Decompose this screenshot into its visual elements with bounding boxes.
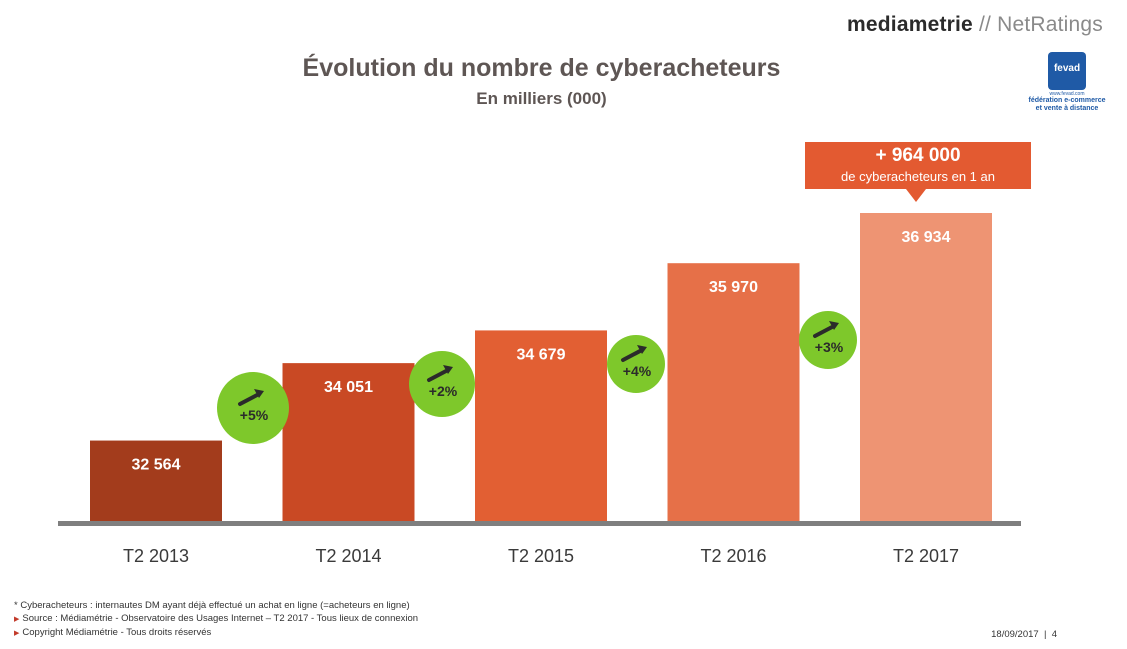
up-arrow-icon [813,324,836,338]
arrow-head-icon [637,345,647,354]
x-tick-label: T2 2013 [123,546,189,566]
up-arrow-icon [238,392,261,406]
bar-2 [282,363,415,522]
arrow-head-icon [254,389,264,398]
brand-name: mediametrie [847,13,973,36]
bar-value-label: 35 970 [709,279,758,296]
fevad-logo: fevad www.fevad.com fédération e-commerc… [1021,52,1106,118]
page-separator: | [1043,629,1047,640]
fevad-caption: fédération e-commerce et vente à distanc… [1017,97,1117,113]
bar-3 [475,330,607,522]
growth-badge [607,335,665,393]
brand-product: NetRatings [997,13,1103,36]
bar-1 [90,440,222,522]
footnote-source: Source : Médiamétrie - Observatoire des … [22,613,419,624]
page-date: 18/09/2017 [991,629,1039,640]
growth-label: +3% [815,339,844,355]
arrow-head-icon [829,321,839,330]
page-number: 4 [1051,629,1057,640]
callout-text: de cyberacheteurs en 1 an [841,169,995,184]
fevad-caption-line1: fédération e-commerce [1028,97,1106,104]
callout-value: + 964 000 [875,145,961,166]
brand-logo: mediametrie // NetRatings [847,13,1103,37]
x-tick-label: T2 2017 [893,546,959,566]
growth-badge [217,372,289,444]
fevad-logo-text: fevad [1053,63,1081,74]
growth-label: +4% [623,363,652,379]
x-tick-label: T2 2015 [508,546,574,566]
bar-value-label: 34 051 [324,379,373,396]
footnote-copyright: Copyright Médiamétrie - Tous droits rése… [22,627,212,638]
growth-badge [799,311,857,369]
bullet-triangle-icon: ▶ [14,630,20,637]
bar-5 [860,213,992,522]
up-arrow-icon [427,368,450,382]
footnote-definition: * Cyberacheteurs : internautes DM ayant … [14,600,410,611]
fevad-url: www.fevad.com [1049,91,1085,97]
page-info: 18/09/2017 | 4 [991,629,1057,640]
footnote-source-row: ▶ Source : Médiamétrie - Observatoire des… [14,612,418,626]
x-axis-line [58,521,1021,526]
footnotes: * Cyberacheteurs : internautes DM ayant … [14,599,418,640]
x-tick-label: T2 2016 [700,546,766,566]
bar-4 [667,263,800,522]
arrow-head-icon [443,365,453,374]
brand-separator: // [978,13,992,36]
fevad-caption-line2: et vente à distance [1035,105,1099,112]
bar-value-label: 32 564 [132,457,181,474]
chart-subtitle: En milliers (000) [476,89,607,108]
callout-pointer [906,189,926,202]
up-arrow-icon [621,348,644,362]
growth-label: +5% [240,407,269,423]
chart-title: Évolution du nombre de cyberacheteurs [302,54,781,82]
x-tick-label: T2 2014 [315,546,381,566]
growth-label: +2% [429,383,458,399]
growth-callout: + 964 000 de cyberacheteurs en 1 an [805,142,1031,189]
bullet-triangle-icon: ▶ [14,616,20,623]
growth-badge [409,351,475,417]
bar-value-label: 34 679 [517,346,566,363]
fevad-logo-mark: fevad [1048,52,1086,90]
footnote-copyright-row: ▶ Copyright Médiamétrie - Tous droits rés… [14,626,418,640]
bar-value-label: 36 934 [902,229,951,246]
